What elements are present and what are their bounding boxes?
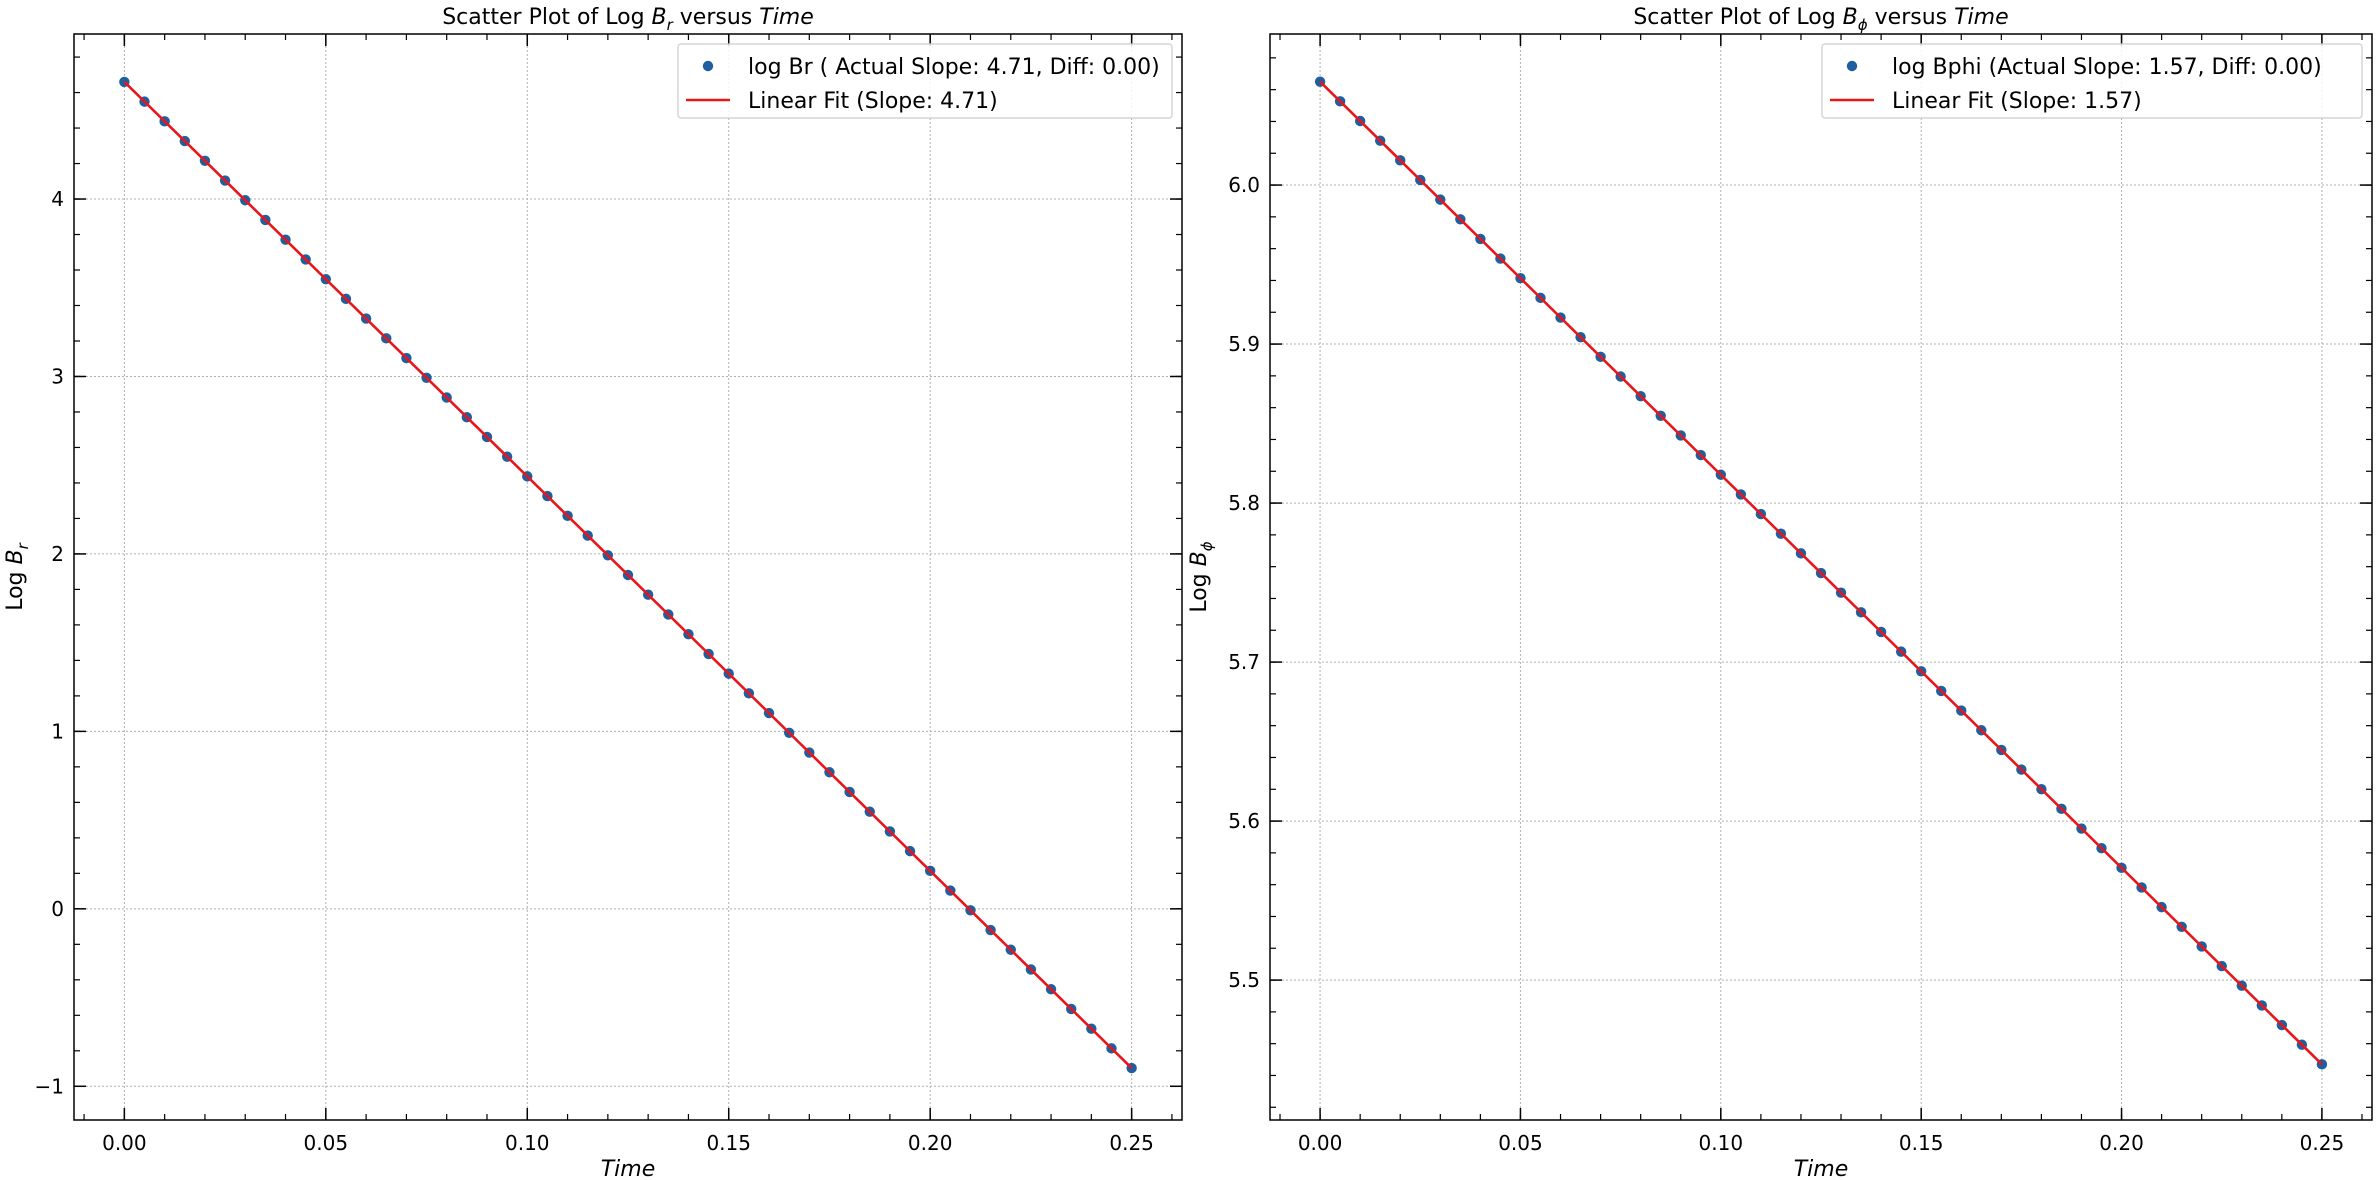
legend-scatter-marker xyxy=(1846,60,1858,72)
chart-panel-2: 0.00 0.05 0.10 0.15 0.20 0.25 5.5 5.6 5.7 5.8 5.9 6… xyxy=(1187,5,2373,1180)
x-axis-label: Time xyxy=(601,1157,656,1180)
legend-box xyxy=(1821,43,2363,119)
fit-line xyxy=(1319,80,2323,1066)
x-tick-label: 0.10 xyxy=(1699,1131,1744,1155)
legend-label: log Br ( Actual Slope: 4.71, Diff: 0.00) xyxy=(748,55,1160,80)
x-tick-label: 0.20 xyxy=(908,1131,953,1155)
x-tick-label: 0.05 xyxy=(1498,1131,1543,1155)
x-tick-label: 0.20 xyxy=(2099,1131,2144,1155)
chart-panel-1: 0.00 0.05 0.10 0.15 0.20 0.25 −1 0 1 2 3 4 Scatter P… xyxy=(3,5,1183,1180)
x-tick-label: 0.00 xyxy=(102,1131,147,1155)
y-tick-label: 5.7 xyxy=(1228,650,1260,674)
x-tick-label: 0.10 xyxy=(505,1131,550,1155)
chart-title: Scatter Plot of Log Bϕ versus Time xyxy=(1633,5,2008,34)
y-tick-label: 3 xyxy=(51,364,64,388)
title-middle: versus xyxy=(1868,5,1954,30)
y-tick-label: 6.0 xyxy=(1228,173,1260,197)
title-prefix: Scatter Plot of Log xyxy=(1633,5,1842,30)
legend-label: log Bphi (Actual Slope: 1.57, Diff: 0.00… xyxy=(1892,55,2322,80)
title-subscript: r xyxy=(667,16,674,34)
legend-label: Linear Fit (Slope: 1.57) xyxy=(1892,89,2142,114)
ylabel-subscript: r xyxy=(14,542,32,549)
plot-frame xyxy=(73,33,1183,1121)
title-xvar: Time xyxy=(759,5,814,30)
x-tick-label: 0.25 xyxy=(1109,1131,1154,1155)
x-tick-label: 0.25 xyxy=(2300,1131,2345,1155)
y-tick-label: −1 xyxy=(35,1074,64,1098)
title-middle: versus xyxy=(673,5,759,30)
ylabel-prefix: Log xyxy=(3,564,28,610)
title-symbol: B xyxy=(652,5,667,30)
plot-frame xyxy=(1269,33,2373,1121)
legend: log Bphi (Actual Slope: 1.57, Diff: 0.00… xyxy=(1821,43,2363,119)
ylabel-prefix: Log xyxy=(1187,566,1212,612)
legend: log Br ( Actual Slope: 4.71, Diff: 0.00)… xyxy=(677,43,1173,119)
y-axis-label: Log Bϕ xyxy=(1187,541,1216,612)
x-tick-label: 0.15 xyxy=(1899,1131,1944,1155)
title-subscript: ϕ xyxy=(1858,16,1868,34)
x-tick-label: 0.00 xyxy=(1298,1131,1343,1155)
y-tick-label: 1 xyxy=(51,719,64,743)
legend-label: Linear Fit (Slope: 4.71) xyxy=(748,89,998,114)
ylabel-subscript: ϕ xyxy=(1198,541,1216,551)
title-symbol: B xyxy=(1843,5,1858,30)
y-tick-label: 5.6 xyxy=(1228,809,1260,833)
y-tick-label: 5.9 xyxy=(1228,332,1260,356)
y-tick-label: 0 xyxy=(51,897,64,921)
x-tick-label: 0.15 xyxy=(706,1131,751,1155)
x-axis-label: Time xyxy=(1794,1157,1849,1180)
title-prefix: Scatter Plot of Log xyxy=(442,5,651,30)
chart-title: Scatter Plot of Log Br versus Time xyxy=(442,5,814,34)
ylabel-symbol: B xyxy=(1187,551,1212,566)
y-tick-label: 5.8 xyxy=(1228,491,1260,515)
fit-line xyxy=(123,80,1133,1070)
legend-scatter-marker xyxy=(702,60,714,72)
y-tick-label: 2 xyxy=(51,542,64,566)
y-tick-label: 5.5 xyxy=(1228,968,1260,992)
legend-box xyxy=(677,43,1173,119)
title-xvar: Time xyxy=(1954,5,2009,30)
y-tick-label: 4 xyxy=(51,187,64,211)
y-axis-label: Log Br xyxy=(3,542,32,610)
ylabel-symbol: B xyxy=(3,549,28,564)
x-tick-label: 0.05 xyxy=(304,1131,349,1155)
